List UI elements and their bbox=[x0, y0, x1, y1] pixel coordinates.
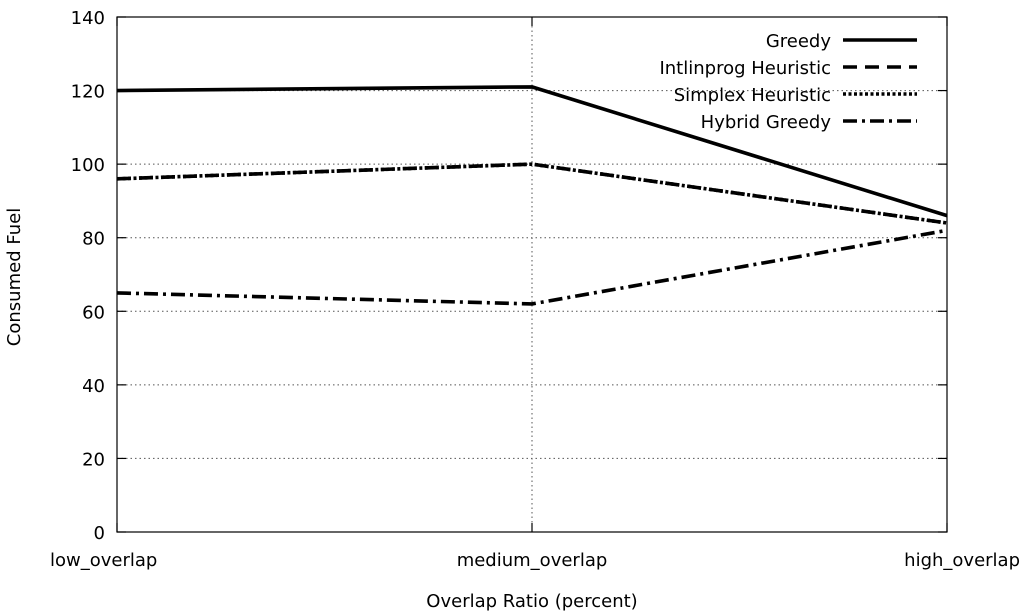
series-line-hybrid-greedy bbox=[116, 228, 948, 306]
y-tick-label: 60 bbox=[82, 302, 105, 323]
x-axis-title: Overlap Ratio (percent) bbox=[426, 591, 637, 612]
x-tick-label: low_overlap bbox=[50, 550, 157, 571]
series-line-simplex-heuristic bbox=[116, 162, 948, 225]
y-tick-label: 100 bbox=[71, 155, 105, 176]
x-tick-label: high_overlap bbox=[904, 550, 1020, 571]
legend-label-hybrid-greedy: Hybrid Greedy bbox=[701, 112, 832, 133]
y-tick-label: 140 bbox=[71, 8, 105, 29]
y-tick-label: 80 bbox=[82, 229, 105, 250]
series-line-greedy bbox=[116, 85, 948, 218]
x-tick-label: medium_overlap bbox=[457, 550, 608, 571]
legend-label-simplex-heuristic: Simplex Heuristic bbox=[674, 85, 831, 106]
legend: Greedy Intlinprog Heuristic Simplex Heuris… bbox=[659, 31, 917, 133]
y-tick-label: 0 bbox=[94, 523, 105, 544]
y-axis-title: Consumed Fuel bbox=[4, 208, 25, 346]
y-tick-label: 20 bbox=[82, 449, 105, 470]
legend-label-intlinprog-heuristic: Intlinprog Heuristic bbox=[659, 58, 831, 79]
plot-series bbox=[116, 85, 948, 306]
y-tick-label: 40 bbox=[82, 376, 105, 397]
axis-ticks: 0 20 40 60 80 100 120 140 low_overlap medium_over… bbox=[50, 8, 1020, 571]
y-tick-label: 120 bbox=[71, 82, 105, 103]
legend-label-greedy: Greedy bbox=[766, 31, 832, 52]
